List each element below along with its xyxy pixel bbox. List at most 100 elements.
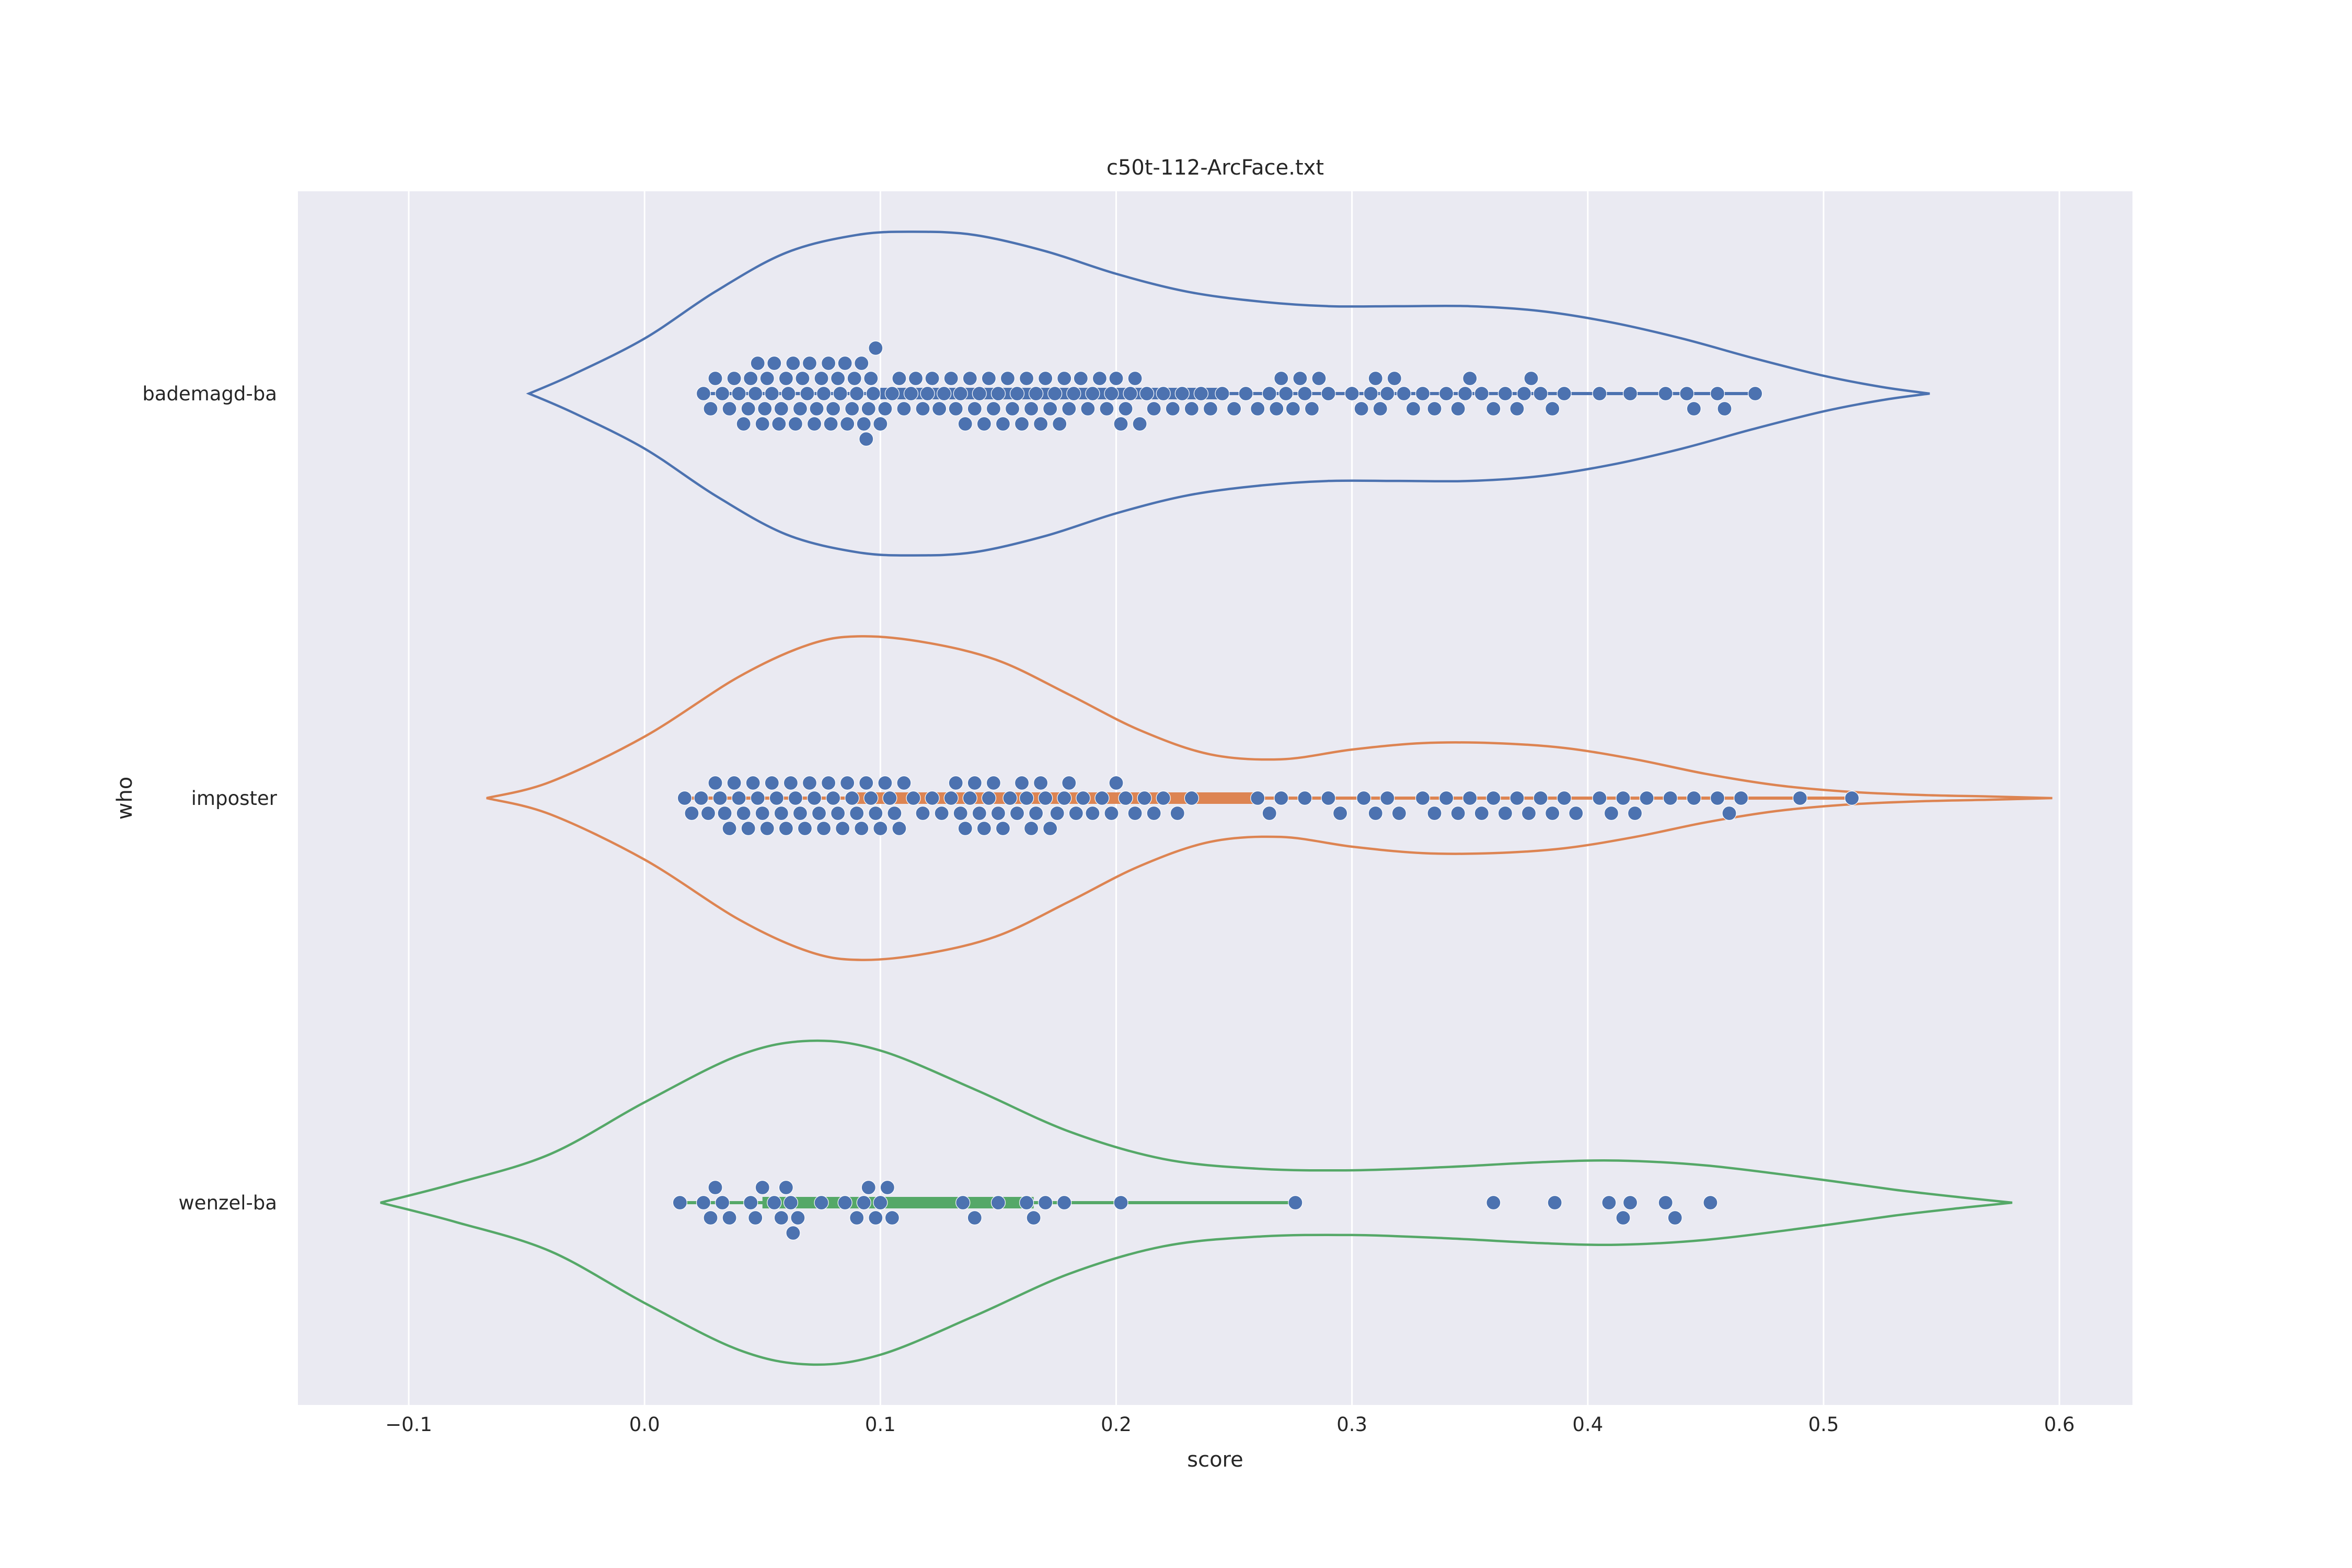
data-point [1123, 386, 1138, 401]
data-point [1679, 386, 1694, 401]
data-point [981, 790, 996, 806]
data-point [1368, 371, 1383, 386]
x-tick-label: −0.1 [385, 1413, 432, 1436]
x-tick-label: 0.3 [1336, 1413, 1367, 1436]
data-point [903, 386, 919, 401]
data-point [995, 416, 1011, 432]
data-point [745, 775, 760, 791]
data-point [786, 1225, 801, 1241]
data-point [896, 401, 912, 417]
data-point [1380, 386, 1395, 401]
data-point [790, 1210, 805, 1226]
data-point [1557, 790, 1572, 806]
data-point [1014, 416, 1030, 432]
data-point [873, 1195, 888, 1210]
data-point [1238, 386, 1253, 401]
data-point [1545, 805, 1560, 821]
data-point [1113, 1195, 1128, 1210]
data-point [821, 775, 836, 791]
data-point [1002, 790, 1018, 806]
data-point [878, 775, 893, 791]
data-point [854, 355, 869, 371]
data-point [1038, 371, 1053, 386]
data-point [783, 775, 799, 791]
data-point [1396, 386, 1412, 401]
data-point [1052, 416, 1067, 432]
data-point [731, 386, 746, 401]
data-point [1193, 386, 1209, 401]
data-point [1497, 805, 1513, 821]
data-point [972, 386, 987, 401]
data-point [847, 371, 862, 386]
data-point [967, 1210, 982, 1226]
data-point [1274, 371, 1289, 386]
data-point [1717, 401, 1732, 417]
data-point [743, 371, 758, 386]
data-point [990, 386, 1006, 401]
data-point [767, 1195, 782, 1210]
data-point [1170, 805, 1185, 821]
data-point [1127, 805, 1143, 821]
data-point [694, 790, 709, 806]
data-point [714, 386, 730, 401]
data-point [1462, 790, 1478, 806]
data-point [1033, 416, 1048, 432]
data-point [1023, 821, 1039, 836]
data-point [1297, 790, 1312, 806]
data-point [1113, 416, 1128, 432]
data-point [1118, 401, 1133, 417]
data-point [1023, 401, 1039, 417]
data-point [1029, 386, 1044, 401]
data-point [1368, 805, 1383, 821]
data-point [1226, 401, 1242, 417]
data-point [920, 386, 935, 401]
data-point [755, 1180, 770, 1195]
data-point [1262, 386, 1277, 401]
data-point [849, 386, 864, 401]
data-point [1844, 790, 1860, 806]
data-point [1658, 1195, 1673, 1210]
data-point [873, 821, 888, 836]
data-point [727, 775, 742, 791]
data-point [953, 386, 968, 401]
data-point [814, 371, 829, 386]
data-point [1601, 1195, 1617, 1210]
x-tick-label: 0.1 [865, 1413, 896, 1436]
data-point [1038, 1195, 1053, 1210]
data-point [1622, 386, 1638, 401]
data-point [948, 401, 963, 417]
data-point [1057, 790, 1072, 806]
data-point [1174, 386, 1190, 401]
data-point [908, 371, 924, 386]
data-point [1391, 805, 1407, 821]
data-point [1733, 790, 1749, 806]
data-point [958, 416, 973, 432]
data-point [1094, 790, 1110, 806]
data-point [1066, 386, 1081, 401]
data-point [937, 386, 952, 401]
data-point [1156, 386, 1171, 401]
data-point [1569, 805, 1584, 821]
data-point [1026, 1210, 1041, 1226]
data-point [1533, 386, 1548, 401]
data-point [806, 790, 822, 806]
data-point [1311, 371, 1327, 386]
data-point [948, 775, 963, 791]
data-point [722, 1210, 737, 1226]
data-point [1616, 1210, 1631, 1226]
data-point [880, 1180, 895, 1195]
y-axis-label: who [113, 777, 137, 820]
data-point [696, 386, 711, 401]
data-point [1524, 371, 1539, 386]
data-point [1486, 790, 1501, 806]
data-point [703, 401, 718, 417]
data-point [1137, 790, 1152, 806]
chart-title: c50t-112-ArcFace.txt [1106, 156, 1324, 180]
data-point [755, 805, 770, 821]
data-point [1516, 386, 1532, 401]
violins [380, 230, 2053, 1366]
data-point [1009, 386, 1025, 401]
data-point [1667, 1210, 1682, 1226]
data-point [806, 416, 822, 432]
data-point [1073, 371, 1088, 386]
